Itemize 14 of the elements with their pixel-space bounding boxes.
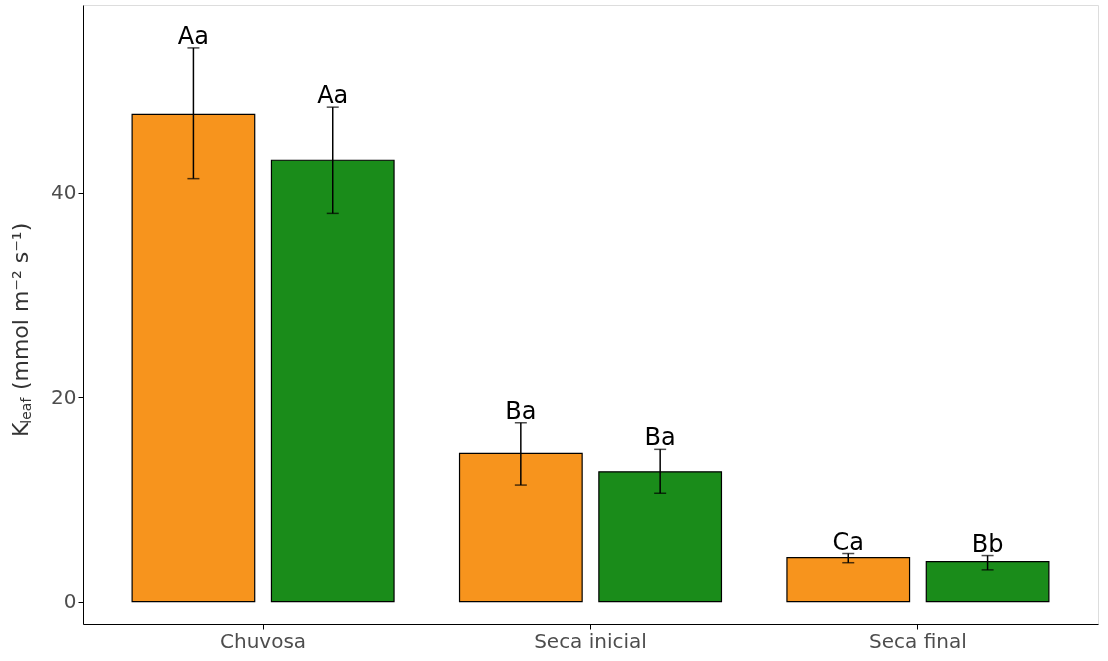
y-axis-title: Kleaf (mmol m⁻² s⁻¹) — [8, 222, 34, 437]
x-tick-label: Seca final — [869, 628, 967, 653]
bar — [786, 557, 911, 603]
annotation: Bb — [971, 529, 1004, 558]
y-tick-label: 20 — [51, 384, 77, 409]
x-tick-label: Seca inicial — [534, 628, 647, 653]
y-tick-label: 0 — [63, 589, 77, 614]
annotation: Aa — [317, 81, 349, 110]
y-tick-label: 40 — [51, 180, 77, 205]
annotation: Ba — [505, 396, 537, 425]
annotation: Ba — [644, 423, 676, 452]
annotation: Ca — [832, 527, 864, 556]
annotation: Aa — [177, 21, 209, 50]
x-tick-label: Chuvosa — [220, 628, 307, 653]
